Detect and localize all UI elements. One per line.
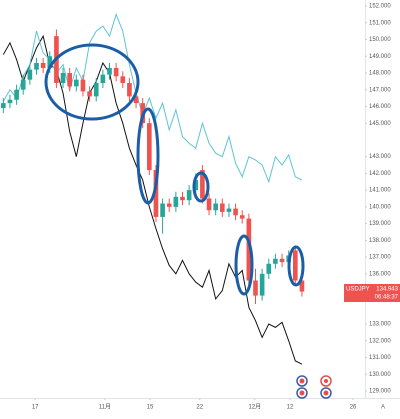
candle-body: [0, 103, 6, 109]
y-tick-label: 140.000: [369, 204, 391, 210]
candle-body: [93, 83, 99, 97]
candle-body: [100, 74, 106, 84]
highlight-ellipse: [287, 245, 305, 287]
candles: [0, 29, 305, 304]
candle-body: [60, 72, 66, 84]
candle-body: [180, 196, 185, 201]
candle-body: [193, 180, 199, 191]
candle-body: [186, 190, 192, 201]
candle-body: [133, 96, 139, 104]
event-icon-dot: [324, 379, 328, 383]
candle-body: [87, 91, 92, 97]
event-icon-dot: [299, 378, 305, 384]
candle-body: [40, 62, 46, 68]
y-tick-label: 150.000: [369, 37, 391, 43]
candle-body: [299, 280, 305, 292]
price-tag: USDJPY 134.943 06:48:37: [344, 284, 400, 302]
candle-body: [160, 203, 165, 217]
y-tick-label: 133.000: [369, 322, 391, 328]
x-tick-label: 12: [287, 405, 294, 411]
candle-body: [14, 89, 19, 100]
price-tag-price: 134.943: [376, 287, 398, 293]
candle-body: [120, 76, 126, 84]
candle-body: [73, 79, 79, 87]
y-tick-label: 152.000: [369, 4, 391, 10]
y-tick-label: 137.000: [369, 255, 391, 261]
candle-body: [226, 208, 232, 212]
highlight-ellipse: [136, 107, 160, 205]
y-tick-label: 138.000: [369, 238, 391, 244]
candle-body: [259, 273, 265, 296]
x-tick-label: 11月: [99, 404, 111, 411]
price-tag-box: [344, 284, 400, 302]
candle-body: [107, 67, 112, 75]
y-tick-label: 145.000: [369, 121, 391, 127]
candle-body: [127, 83, 132, 97]
y-tick-label: 143.000: [369, 154, 391, 160]
y-tick-label: 129.000: [369, 389, 391, 395]
candle-body: [213, 203, 219, 211]
overlay-lines: [2, 12, 303, 365]
y-tick-label: 149.000: [369, 54, 391, 60]
candle-body: [27, 69, 33, 80]
y-tick-label: 147.000: [369, 87, 391, 93]
candle-body: [273, 258, 278, 264]
overlay-line: [2, 12, 303, 184]
price-tag-time: 06:48:37: [375, 295, 399, 301]
x-tick-label: 15: [147, 405, 154, 411]
x-tick-label: 12月: [248, 404, 261, 411]
candle-body: [34, 62, 39, 70]
y-tick-label: 130.000: [369, 372, 391, 378]
candle-body: [166, 203, 172, 207]
y-tick-label: 136.000: [369, 271, 391, 277]
candle-body: [173, 196, 179, 207]
price-tag-symbol: USDJPY: [346, 287, 370, 293]
highlight-ellipse: [192, 171, 210, 203]
candle-body: [246, 218, 252, 281]
candle-body: [253, 280, 258, 296]
candle-body: [279, 258, 285, 263]
candle-body: [20, 79, 26, 90]
y-tick-label: 151.000: [369, 20, 391, 26]
candle-body: [266, 263, 272, 274]
event-icon-dot: [323, 390, 329, 396]
candle-body: [233, 208, 238, 216]
annotations: [44, 43, 305, 296]
y-tick-label: 148.000: [369, 71, 391, 77]
candle-body: [47, 56, 53, 68]
y-tick-label: 141.000: [369, 188, 391, 194]
y-tick-label: 139.000: [369, 221, 391, 227]
event-icons: [296, 375, 332, 399]
candle-body: [146, 123, 152, 171]
candle-body: [292, 250, 298, 281]
candle-body: [206, 198, 212, 211]
candle-body: [153, 170, 159, 217]
candle-body: [239, 215, 245, 219]
y-tick-label: 132.000: [369, 338, 391, 344]
y-tick-label: 146.000: [369, 104, 391, 110]
candle-body: [80, 79, 86, 92]
x-tick-label: 26: [350, 405, 357, 411]
event-icon-dot: [299, 390, 305, 396]
y-tick-label: 142.000: [369, 171, 391, 177]
candle-body: [200, 170, 205, 199]
candle-body: [67, 72, 73, 87]
highlight-ellipse: [234, 234, 254, 296]
x-tick-label: 22: [196, 405, 203, 411]
candle-body: [219, 203, 225, 212]
y-tick-label: 131.000: [369, 355, 391, 361]
x-tick-label: 17: [32, 405, 39, 411]
scale-button[interactable]: A: [381, 405, 385, 411]
candle-body: [113, 67, 119, 77]
highlight-ellipse: [44, 43, 140, 121]
candle-body: [7, 99, 13, 104]
